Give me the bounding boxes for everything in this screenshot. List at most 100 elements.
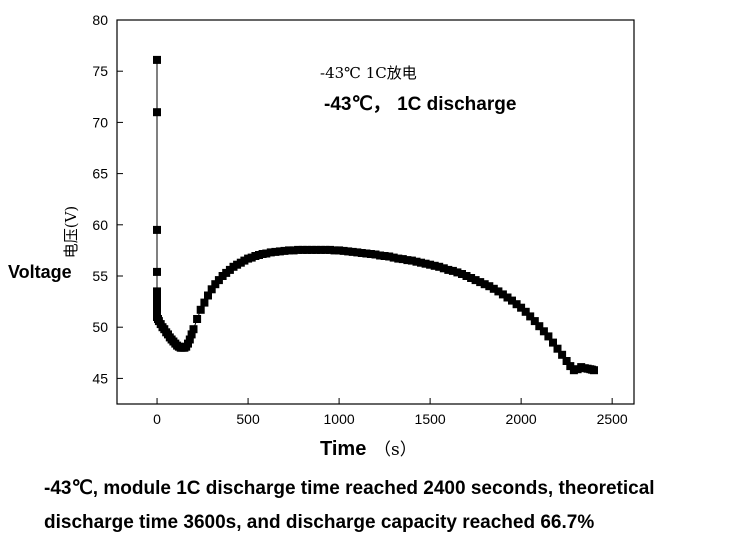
data-point <box>535 322 544 331</box>
data-point <box>321 245 330 254</box>
data-point <box>153 287 161 296</box>
x-tick-label: 500 <box>236 411 260 427</box>
data-point <box>184 339 192 348</box>
data-point <box>316 245 325 254</box>
data-point <box>298 245 307 254</box>
data-point <box>421 259 430 268</box>
data-point <box>503 293 512 302</box>
data-point <box>285 246 293 255</box>
data-point <box>189 325 198 334</box>
data-point <box>407 256 416 265</box>
data-point <box>262 249 271 258</box>
data-point <box>566 362 575 371</box>
data-point <box>494 287 503 296</box>
annotation-cn: -43℃ 1C放电 <box>320 64 417 82</box>
data-point <box>380 252 389 260</box>
data-point <box>207 285 216 294</box>
data-point <box>153 294 161 303</box>
data-point <box>453 268 462 277</box>
data-point <box>539 327 548 336</box>
y-tick-label: 65 <box>92 166 108 182</box>
data-point <box>549 338 557 347</box>
data-point <box>389 253 398 262</box>
data-point <box>275 247 284 256</box>
data-series <box>153 55 598 375</box>
data-point <box>448 266 457 275</box>
data-point <box>307 245 316 254</box>
y-tick-label: 75 <box>92 63 108 79</box>
data-point <box>330 246 339 255</box>
data-point <box>153 108 161 117</box>
data-point <box>462 272 471 280</box>
data-point <box>498 290 507 299</box>
data-point <box>508 296 516 305</box>
data-point <box>444 265 453 274</box>
x-tick-label: 2500 <box>597 411 628 427</box>
annotation-en: -43℃， 1C discharge <box>324 94 516 115</box>
plot-frame <box>116 19 635 405</box>
data-point <box>344 247 353 256</box>
y-axis-label-en: Voltage <box>8 262 72 282</box>
data-point <box>153 267 161 276</box>
y-tick-label: 80 <box>92 12 108 28</box>
data-point <box>458 270 466 278</box>
data-point <box>480 280 489 289</box>
data-point <box>294 245 303 254</box>
data-point <box>193 315 202 323</box>
data-point <box>512 300 521 309</box>
data-point <box>196 305 205 314</box>
data-point <box>357 249 366 257</box>
data-point <box>426 260 435 269</box>
data-point <box>385 252 394 261</box>
data-point <box>376 251 385 260</box>
data-point <box>353 248 362 257</box>
x-tick-label: 1500 <box>415 411 446 427</box>
data-point <box>335 246 344 255</box>
data-point <box>430 261 439 270</box>
data-point <box>562 357 571 365</box>
data-point <box>526 312 535 321</box>
data-point <box>476 278 485 287</box>
y-tick-label: 45 <box>92 370 108 386</box>
x-axis-label-unit: （s） <box>374 440 417 460</box>
data-point <box>153 225 161 234</box>
x-tick-label: 1000 <box>324 411 355 427</box>
y-axis-label-cn: 电压(V) <box>62 206 80 259</box>
data-point <box>371 250 380 259</box>
data-point <box>153 299 161 308</box>
data-point <box>435 262 444 271</box>
data-point <box>366 250 375 258</box>
data-point <box>590 366 598 375</box>
data-point <box>362 249 371 258</box>
axes: 0 500 1000 1500 2000 2500 45 50 55 60 65 70 75 80 <box>92 12 628 427</box>
data-point <box>204 291 212 300</box>
data-point <box>544 332 553 341</box>
data-point <box>517 303 526 312</box>
data-point <box>489 284 498 293</box>
data-point <box>312 245 321 254</box>
data-point <box>467 274 476 282</box>
data-point <box>280 246 289 255</box>
data-point <box>439 264 448 273</box>
data-point <box>303 245 312 254</box>
data-point <box>394 254 403 263</box>
data-point <box>271 247 280 256</box>
data-point <box>289 246 298 255</box>
data-point <box>211 280 220 289</box>
x-tick-label: 2000 <box>506 411 537 427</box>
data-point <box>339 246 348 255</box>
data-point <box>214 276 223 285</box>
data-point <box>266 248 275 257</box>
voltage-time-chart: 0 500 1000 1500 2000 2500 45 50 55 60 65 70 75 80 -43… <box>8 12 635 460</box>
data-point <box>485 282 494 291</box>
data-point <box>558 350 567 359</box>
data-point <box>553 344 562 353</box>
data-point <box>187 330 196 339</box>
data-point <box>403 256 412 265</box>
x-axis-label-en: Time <box>320 438 366 460</box>
data-point <box>530 317 539 326</box>
data-point <box>326 245 334 254</box>
data-point <box>185 335 194 344</box>
x-tick-label: 0 <box>153 411 161 427</box>
data-point <box>521 307 530 316</box>
